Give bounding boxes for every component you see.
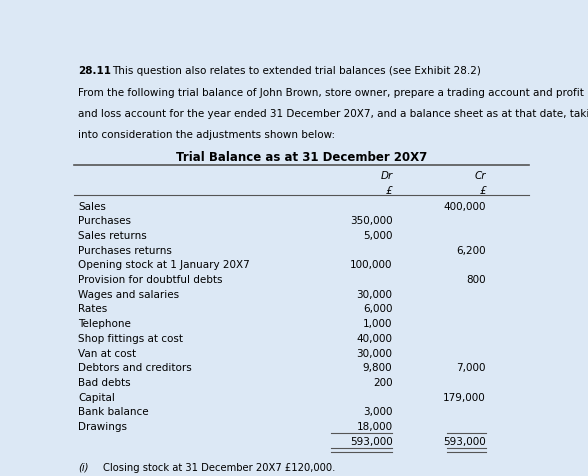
Text: 100,000: 100,000 xyxy=(350,260,393,270)
Text: £: £ xyxy=(386,186,393,196)
Text: 9,800: 9,800 xyxy=(363,362,393,372)
Text: 400,000: 400,000 xyxy=(443,201,486,211)
Text: 3,000: 3,000 xyxy=(363,407,393,416)
Text: Dr: Dr xyxy=(380,170,393,180)
Text: 200: 200 xyxy=(373,377,393,387)
Text: 18,000: 18,000 xyxy=(356,421,393,431)
Text: 7,000: 7,000 xyxy=(456,362,486,372)
Text: Rates: Rates xyxy=(78,304,107,314)
Text: Trial Balance as at 31 December 20X7: Trial Balance as at 31 December 20X7 xyxy=(176,150,427,163)
Text: 28.11: 28.11 xyxy=(78,66,111,76)
Text: 179,000: 179,000 xyxy=(443,392,486,402)
Text: Sales returns: Sales returns xyxy=(78,230,147,240)
Text: Closing stock at 31 December 20X7 £120,000.: Closing stock at 31 December 20X7 £120,0… xyxy=(103,462,336,472)
Text: Purchases: Purchases xyxy=(78,216,131,226)
Text: Van at cost: Van at cost xyxy=(78,348,136,358)
Text: 593,000: 593,000 xyxy=(350,436,393,446)
Text: and loss account for the year ended 31 December 20X7, and a balance sheet as at : and loss account for the year ended 31 D… xyxy=(78,109,588,119)
Text: From the following trial balance of John Brown, store owner, prepare a trading a: From the following trial balance of John… xyxy=(78,88,584,98)
Text: Provision for doubtful debts: Provision for doubtful debts xyxy=(78,275,222,285)
Text: This question also relates to extended trial balances (see Exhibit 28.2): This question also relates to extended t… xyxy=(112,66,481,76)
Text: Opening stock at 1 January 20X7: Opening stock at 1 January 20X7 xyxy=(78,260,250,270)
Text: 800: 800 xyxy=(466,275,486,285)
Text: Shop fittings at cost: Shop fittings at cost xyxy=(78,333,183,343)
Text: Debtors and creditors: Debtors and creditors xyxy=(78,362,192,372)
Text: 593,000: 593,000 xyxy=(443,436,486,446)
Text: 40,000: 40,000 xyxy=(356,333,393,343)
Text: Bank balance: Bank balance xyxy=(78,407,149,416)
Text: 6,200: 6,200 xyxy=(456,245,486,255)
Text: Drawings: Drawings xyxy=(78,421,127,431)
Text: Telephone: Telephone xyxy=(78,318,131,328)
Text: 30,000: 30,000 xyxy=(356,348,393,358)
Text: (i): (i) xyxy=(78,462,89,472)
Text: Capital: Capital xyxy=(78,392,115,402)
Text: Sales: Sales xyxy=(78,201,106,211)
Text: 5,000: 5,000 xyxy=(363,230,393,240)
Text: Wages and salaries: Wages and salaries xyxy=(78,289,179,299)
Text: 1,000: 1,000 xyxy=(363,318,393,328)
Text: £: £ xyxy=(479,186,486,196)
Text: 350,000: 350,000 xyxy=(350,216,393,226)
Text: Cr: Cr xyxy=(475,170,486,180)
Text: 6,000: 6,000 xyxy=(363,304,393,314)
Text: Purchases returns: Purchases returns xyxy=(78,245,172,255)
Text: into consideration the adjustments shown below:: into consideration the adjustments shown… xyxy=(78,130,335,140)
Text: 30,000: 30,000 xyxy=(356,289,393,299)
Text: Bad debts: Bad debts xyxy=(78,377,131,387)
